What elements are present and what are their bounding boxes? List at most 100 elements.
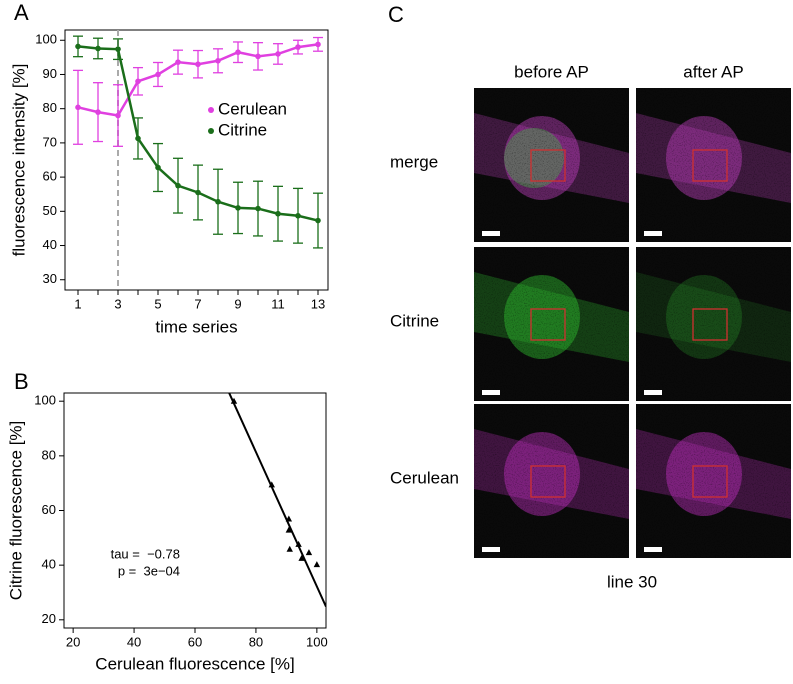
annotation: tau = −0.78 <box>111 546 180 561</box>
y-tick-label: 50 <box>43 203 57 218</box>
y-axis-label: Citrine fluorescence [%] <box>6 421 25 601</box>
data-point <box>255 205 261 212</box>
data-point <box>295 540 302 547</box>
micrograph <box>474 247 629 401</box>
data-point <box>135 78 141 85</box>
data-point <box>295 44 301 50</box>
data-point <box>75 104 81 111</box>
x-tick-label: 20 <box>66 634 80 649</box>
data-point <box>135 135 141 142</box>
data-point <box>275 210 281 217</box>
column-label: before AP <box>514 62 589 81</box>
panel-label: B <box>14 369 29 394</box>
caption: line 30 <box>607 572 657 591</box>
micrograph <box>474 88 629 242</box>
data-point <box>155 71 161 78</box>
data-point <box>115 46 121 52</box>
data-point <box>295 212 301 219</box>
roi <box>692 465 728 498</box>
data-point <box>175 182 181 189</box>
y-tick-label: 60 <box>42 502 56 517</box>
data-point <box>298 554 305 561</box>
y-tick-label: 30 <box>43 271 57 286</box>
data-point <box>95 45 101 52</box>
scale-bar <box>482 390 500 395</box>
y-tick-label: 20 <box>42 611 56 626</box>
data-point <box>215 198 221 205</box>
data-point <box>315 41 321 48</box>
y-tick-label: 40 <box>43 237 57 252</box>
micrograph <box>474 404 629 558</box>
data-point <box>215 57 221 64</box>
x-tick-label: 40 <box>127 634 141 649</box>
y-tick-label: 100 <box>35 32 57 47</box>
y-tick-label: 80 <box>42 447 56 462</box>
legend-label: Cerulean <box>218 99 287 118</box>
data-point <box>235 205 241 211</box>
data-point <box>195 189 201 196</box>
data-point <box>313 561 321 568</box>
fit-line <box>228 393 326 608</box>
panel-label: C <box>388 2 404 27</box>
data-point <box>95 109 101 115</box>
y-tick-label: 80 <box>43 100 57 115</box>
data-point <box>285 526 293 533</box>
x-tick-label: 80 <box>249 634 263 649</box>
data-point <box>230 397 238 404</box>
data-point <box>175 59 181 65</box>
scale-bar <box>482 231 500 236</box>
y-tick-label: 70 <box>43 134 57 149</box>
data-point <box>155 164 161 171</box>
scale-bar <box>644 547 662 552</box>
x-tick-label: 5 <box>154 296 161 311</box>
noise <box>474 88 629 242</box>
micrograph <box>636 88 791 242</box>
roi <box>530 465 566 498</box>
y-tick-label: 60 <box>43 169 57 184</box>
scale-bar <box>644 390 662 395</box>
y-tick-label: 40 <box>42 557 56 572</box>
x-axis-label: time series <box>155 317 237 336</box>
x-tick-label: 60 <box>188 634 202 649</box>
x-tick-label: 9 <box>234 296 241 311</box>
x-tick-label: 7 <box>194 296 201 311</box>
y-tick-label: 100 <box>34 393 56 408</box>
row-label: merge <box>390 152 438 171</box>
roi <box>692 308 728 341</box>
x-tick-label: 1 <box>74 296 81 311</box>
noise <box>636 88 791 242</box>
scale-bar <box>644 231 662 236</box>
noise <box>474 404 629 558</box>
data-point <box>255 53 261 60</box>
x-tick-label: 100 <box>306 634 328 649</box>
y-tick-label: 90 <box>43 66 57 81</box>
plot-frame <box>63 392 327 629</box>
data-point <box>286 545 293 552</box>
scale-bar <box>482 547 500 552</box>
x-tick-label: 13 <box>311 296 325 311</box>
roi <box>530 308 566 341</box>
column-label: after AP <box>683 62 743 81</box>
data-point <box>268 481 275 488</box>
noise <box>636 404 791 558</box>
data-point <box>115 112 121 119</box>
legend-marker <box>208 107 214 113</box>
panel-label: A <box>14 0 29 25</box>
roi <box>530 149 566 182</box>
micrograph <box>636 404 791 558</box>
data-point <box>275 51 281 57</box>
data-point <box>195 61 201 68</box>
data-point <box>305 549 313 556</box>
data-point <box>285 515 293 522</box>
noise <box>474 247 629 401</box>
row-label: Cerulean <box>390 468 459 487</box>
micrograph <box>636 247 791 401</box>
y-axis-label: fluorescence intensity [%] <box>9 64 28 257</box>
x-tick-label: 3 <box>114 296 121 311</box>
legend-label: Citrine <box>218 120 267 139</box>
data-point <box>235 49 241 56</box>
row-label: Citrine <box>390 311 439 330</box>
data-point <box>75 43 81 50</box>
annotation: p = 3e−04 <box>118 563 180 578</box>
x-axis-label: Cerulean fluorescence [%] <box>95 654 294 673</box>
